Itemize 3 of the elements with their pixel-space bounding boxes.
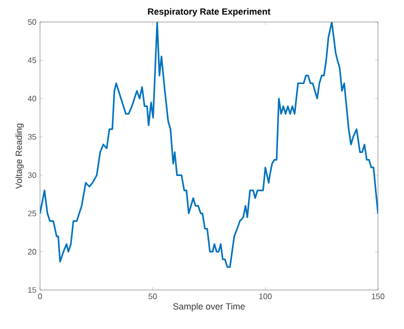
- x-axis-title: Sample over Time: [173, 303, 245, 312]
- chart-title: Respiratory Rate Experiment: [148, 8, 270, 16]
- y-axis-title: Voltage Reading: [15, 124, 24, 189]
